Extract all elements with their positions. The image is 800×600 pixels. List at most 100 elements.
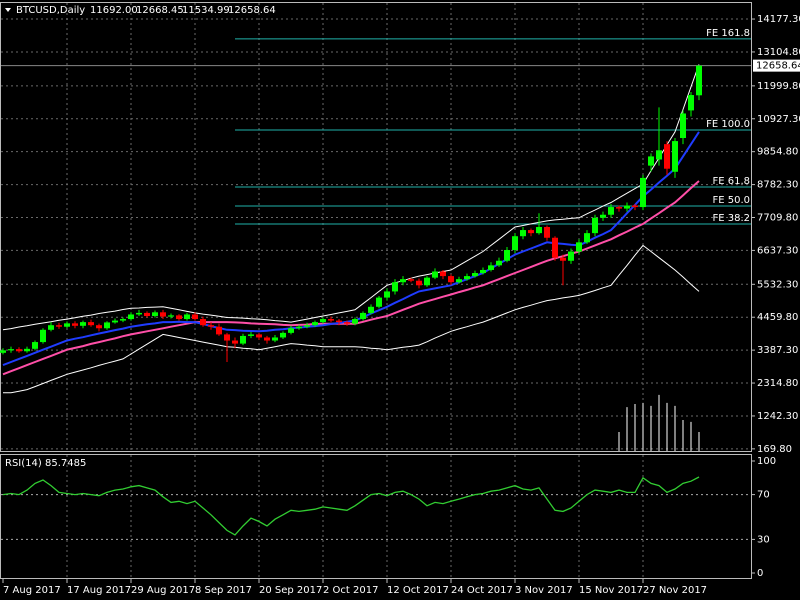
- rsi-value: 85.7485: [45, 458, 86, 469]
- candle-body: [256, 334, 262, 338]
- y-tick-label: 8782.30: [757, 180, 798, 191]
- candle-body: [656, 150, 662, 160]
- price-panel-frame: [0, 2, 752, 452]
- y-tick-label: 3387.30: [757, 345, 798, 356]
- candle-body: [168, 315, 174, 317]
- candle-body: [304, 325, 310, 327]
- header-low: 11534.99: [182, 5, 230, 16]
- rsi-tick-label: 30: [757, 534, 770, 545]
- y-tick-label: 11999.80: [757, 81, 800, 92]
- candle-body: [544, 227, 550, 238]
- candle-body: [504, 250, 510, 261]
- x-tick-label: 8 Sep 2017: [195, 585, 252, 596]
- candle-body: [224, 334, 230, 341]
- y-tick-label: 2314.80: [757, 378, 798, 389]
- candle-body: [336, 320, 342, 323]
- candle-body: [584, 233, 590, 243]
- candle-body: [608, 207, 614, 215]
- candle-body: [144, 312, 150, 316]
- candle-body: [664, 144, 670, 169]
- indicator-line: [2, 131, 700, 367]
- candle-body: [136, 312, 142, 315]
- candle-body: [360, 312, 366, 320]
- indicator-line: [2, 180, 700, 376]
- candle-body: [496, 260, 502, 266]
- candle-body: [648, 156, 654, 166]
- candle-body: [24, 348, 30, 352]
- header-high: 12668.45: [136, 5, 184, 16]
- candle-body: [464, 276, 470, 280]
- candle-body: [0, 350, 6, 353]
- candle-body: [312, 322, 318, 326]
- y-tick-label: 169.80: [757, 444, 792, 455]
- x-tick-label: 7 Aug 2017: [3, 585, 61, 596]
- candle-body: [328, 319, 334, 321]
- rsi-tick-label: 70: [757, 490, 770, 501]
- rsi-tick-label: 100: [757, 456, 776, 467]
- candle-body: [216, 326, 222, 335]
- last-price-box: [753, 59, 800, 72]
- candle-body: [528, 230, 534, 234]
- candle-body: [392, 282, 398, 292]
- candle-body: [376, 297, 382, 307]
- header-close: 12658.64: [228, 5, 276, 16]
- x-tick-label: 24 Oct 2017: [451, 585, 513, 596]
- indicator-line: [3, 244, 700, 394]
- candle-body: [48, 325, 54, 330]
- y-tick-label: 7709.80: [757, 212, 798, 223]
- candle-body: [640, 177, 646, 208]
- symbol: BTCUSD,Daily: [16, 5, 85, 16]
- candle-body: [88, 322, 94, 326]
- x-tick-label: 3 Nov 2017: [515, 585, 573, 596]
- candle-body: [384, 291, 390, 298]
- candle-body: [232, 340, 238, 344]
- candle-body: [176, 315, 182, 320]
- candle-body: [32, 342, 38, 349]
- candle-body: [680, 113, 686, 139]
- candle-body: [456, 279, 462, 283]
- candle-body: [264, 337, 270, 341]
- candle-body: [592, 217, 598, 234]
- candle-body: [120, 319, 126, 321]
- candle-body: [632, 205, 638, 208]
- y-tick-label: 6637.30: [757, 245, 798, 256]
- candle-body: [672, 141, 678, 172]
- candle-body: [600, 214, 606, 218]
- fibo-label: FE 61.8: [712, 176, 750, 187]
- y-tick-label: 1242.30: [757, 411, 798, 422]
- x-tick-label: 29 Aug 2017: [131, 585, 195, 596]
- candle-body: [40, 329, 46, 343]
- rsi-line: [2, 476, 700, 536]
- candle-body: [344, 322, 350, 324]
- fibo-label: FE 38.2: [712, 213, 750, 224]
- candle-body: [424, 277, 430, 286]
- candle-body: [408, 279, 414, 281]
- candle-body: [64, 323, 70, 327]
- y-tick-label: 14177.30: [757, 14, 800, 25]
- x-tick-label: 20 Sep 2017: [259, 585, 322, 596]
- candle-body: [568, 251, 574, 261]
- candle-body: [96, 325, 102, 329]
- candle-body: [696, 65, 702, 96]
- candle-body: [56, 325, 62, 327]
- candle-body: [248, 334, 254, 336]
- rsi-panel-frame: [0, 454, 752, 579]
- candle-body: [576, 242, 582, 252]
- fibo-label: FE 100.0: [706, 119, 750, 130]
- header-open: 11692.00: [90, 5, 138, 16]
- candle-body: [200, 319, 206, 326]
- candle-body: [536, 227, 542, 234]
- collapse-icon[interactable]: [5, 8, 11, 12]
- y-tick-label: 4459.80: [757, 312, 798, 323]
- fibo-label: FE 161.8: [706, 28, 750, 39]
- y-tick-label: 10927.30: [757, 114, 800, 125]
- candle-body: [440, 271, 446, 277]
- rsi-tick-label: 0: [757, 568, 763, 579]
- rsi-label: RSI(14): [5, 458, 42, 469]
- x-tick-label: 27 Nov 2017: [643, 585, 707, 596]
- candle-body: [432, 271, 438, 278]
- candle-body: [624, 205, 630, 209]
- candle-body: [560, 257, 566, 261]
- fibo-label: FE 50.0: [712, 195, 750, 206]
